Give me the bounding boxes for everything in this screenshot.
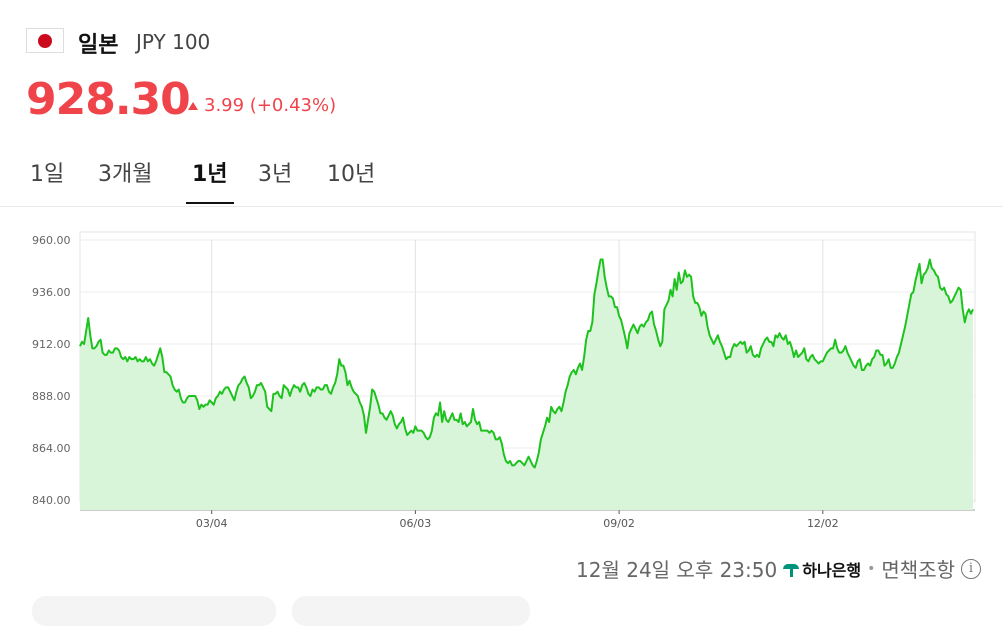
info-icon[interactable]: i	[961, 558, 981, 579]
area-fill	[80, 259, 973, 510]
up-arrow-icon	[188, 101, 198, 110]
period-tabs: 1일 3개월 1년 3년 10년	[0, 150, 1003, 207]
y-tick-label: 960.00	[32, 234, 71, 247]
hana-bank-icon	[783, 561, 800, 577]
bottom-card-2[interactable]	[292, 596, 530, 626]
tab-10y[interactable]: 10년	[327, 162, 376, 187]
series-line	[79, 258, 974, 469]
x-tick-label: 06/03	[400, 517, 432, 530]
price-change-value: 3.99 (+0.43%)	[204, 95, 337, 116]
tab-3y[interactable]: 3년	[258, 162, 293, 187]
provider-name: 하나은행	[802, 560, 862, 580]
x-tick-label: 09/02	[603, 517, 635, 530]
tab-1y[interactable]: 1년	[186, 156, 234, 204]
provider-logo: 하나은행	[783, 557, 861, 581]
japan-flag-icon	[26, 28, 64, 53]
price-change: 3.99 (+0.43%)	[188, 95, 336, 116]
tab-1d[interactable]: 1일	[30, 162, 65, 187]
current-price: 928.30	[26, 74, 191, 125]
x-tick-label: 12/02	[807, 517, 839, 530]
update-timestamp: 12월 24일 오후 23:50	[576, 558, 778, 582]
y-tick-label: 936.00	[32, 286, 71, 299]
y-tick-label: 840.00	[32, 494, 71, 507]
y-tick-label: 912.00	[32, 338, 71, 351]
bottom-card-1[interactable]	[32, 596, 276, 626]
disclaimer-link[interactable]: 면책조항	[881, 558, 955, 582]
separator-dot: •	[867, 560, 876, 577]
country-name: 일본	[78, 33, 119, 58]
chart-footer: 12월 24일 오후 23:50 하나은행 • 면책조항 i	[576, 554, 981, 583]
y-tick-label: 888.00	[32, 390, 71, 403]
x-tick-label: 03/04	[196, 517, 228, 530]
exchange-rate-chart[interactable]: 960.00 936.00 912.00 888.00 864.00 840.00 03/0…	[0, 218, 1003, 538]
y-tick-label: 864.00	[32, 442, 71, 455]
tab-3m[interactable]: 3개월	[98, 162, 153, 187]
currency-code: JPY 100	[136, 30, 211, 54]
